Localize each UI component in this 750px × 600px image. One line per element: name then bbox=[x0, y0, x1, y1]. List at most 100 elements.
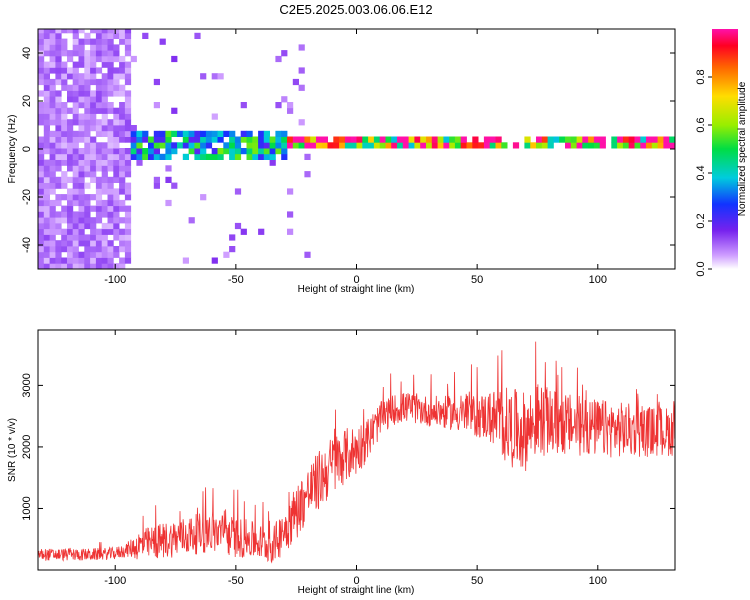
spectrogram-cell bbox=[84, 119, 91, 126]
spectrogram-cell bbox=[67, 251, 74, 258]
spectrogram-cell bbox=[124, 171, 132, 178]
spectrogram-cell bbox=[43, 217, 50, 224]
spectrogram-cell bbox=[78, 50, 85, 57]
spectrogram-cell bbox=[95, 125, 103, 132]
spectrogram-cell bbox=[38, 44, 45, 51]
spectrogram-cell bbox=[95, 102, 103, 109]
spectrogram-cell bbox=[38, 171, 45, 178]
spectrogram-cell bbox=[38, 67, 45, 74]
spectrogram-cell bbox=[617, 136, 624, 143]
spectrogram-cell bbox=[646, 142, 653, 149]
spectrogram-cell bbox=[113, 55, 120, 63]
spectrogram-cell bbox=[78, 251, 85, 258]
spectrogram-cell bbox=[72, 194, 79, 201]
spectrogram-cell bbox=[101, 228, 108, 235]
spectrogram-cell bbox=[38, 32, 45, 39]
spectrogram-cell bbox=[95, 217, 103, 224]
spectrogram-cell bbox=[437, 142, 444, 149]
spectrogram-cell bbox=[113, 73, 120, 80]
spectrogram-cell bbox=[229, 234, 236, 241]
spectrogram-cell bbox=[130, 130, 137, 137]
spectrogram-cell bbox=[38, 159, 45, 166]
spectrogram-cell bbox=[113, 153, 120, 160]
spectrogram-cell bbox=[414, 136, 421, 143]
spectrogram-cell bbox=[95, 67, 103, 74]
spectrogram-cell bbox=[101, 119, 108, 126]
spectrogram-cell bbox=[565, 136, 572, 143]
spectrogram-cell bbox=[200, 153, 207, 160]
spectrogram-cell bbox=[119, 136, 126, 143]
spectrogram-xtick-label: 100 bbox=[589, 274, 607, 286]
spectrogram-cell bbox=[38, 257, 45, 264]
spectrogram-cell bbox=[107, 148, 114, 155]
spectrogram-cell bbox=[43, 90, 50, 97]
spectrogram-cell bbox=[194, 136, 201, 143]
spectrogram-cell bbox=[107, 217, 114, 224]
spectrogram-cell bbox=[90, 240, 97, 247]
spectrogram-cell bbox=[188, 142, 195, 149]
spectrogram-cell bbox=[229, 153, 236, 160]
spectrogram-cell bbox=[113, 90, 120, 97]
spectrogram-cell bbox=[119, 67, 126, 74]
spectrogram-cell bbox=[188, 136, 195, 143]
spectrogram-cell bbox=[61, 113, 68, 120]
spectrogram-cell bbox=[49, 182, 56, 189]
spectrogram-cell bbox=[67, 136, 74, 143]
spectrogram-cell bbox=[217, 153, 224, 160]
spectrogram-cell bbox=[200, 142, 207, 149]
spectrogram-cell bbox=[72, 211, 79, 218]
spectrogram-cell bbox=[43, 61, 50, 68]
spectrogram-cell bbox=[55, 211, 62, 218]
spectrogram-cell bbox=[78, 130, 85, 137]
spectrogram-cell bbox=[113, 199, 120, 207]
spectrogram-cell bbox=[177, 130, 184, 137]
spectrogram-cell bbox=[101, 199, 108, 207]
spectrogram-cell bbox=[61, 125, 68, 132]
spectrogram-cell bbox=[304, 153, 311, 160]
spectrogram-cell bbox=[72, 29, 79, 34]
spectrogram-cell bbox=[49, 44, 56, 51]
spectrogram-cell bbox=[200, 148, 207, 155]
spectrogram-cell bbox=[124, 29, 132, 34]
snr-ytick-label: 1000 bbox=[21, 496, 33, 520]
spectrogram-cell bbox=[593, 136, 601, 143]
spectrogram-cell bbox=[130, 55, 137, 63]
spectrogram-cell bbox=[90, 217, 97, 224]
spectrogram-cell bbox=[223, 148, 230, 155]
spectrogram-cell bbox=[142, 136, 149, 143]
spectrogram-cell bbox=[67, 96, 74, 103]
spectrogram-cell bbox=[646, 136, 653, 143]
spectrogram-cell bbox=[101, 78, 108, 86]
spectrogram-cell bbox=[119, 29, 126, 34]
spectrogram-cell bbox=[119, 84, 126, 91]
spectrogram-cell bbox=[55, 148, 62, 155]
spectrogram-cell bbox=[281, 130, 288, 137]
spectrogram-cell bbox=[55, 176, 62, 183]
spectrogram-cell bbox=[165, 176, 172, 183]
spectrogram-cell bbox=[43, 113, 50, 120]
spectrogram-cell bbox=[107, 246, 114, 253]
spectrogram-cell bbox=[316, 136, 323, 143]
spectrogram-cell bbox=[570, 136, 577, 143]
spectrogram-cell bbox=[124, 61, 132, 68]
spectrogram-cell bbox=[101, 125, 108, 132]
spectrogram-cell bbox=[263, 136, 270, 143]
spectrogram-cell bbox=[49, 61, 56, 68]
spectrogram-cell bbox=[90, 136, 97, 143]
spectrogram-cell bbox=[101, 32, 108, 39]
spectrogram-cell bbox=[95, 228, 103, 235]
spectrogram-cell bbox=[55, 96, 62, 103]
spectrogram-cell bbox=[38, 205, 45, 212]
spectrogram-cell bbox=[611, 142, 618, 149]
spectrogram-cell bbox=[84, 136, 91, 143]
spectrogram-cell bbox=[95, 234, 103, 241]
spectrogram-cell bbox=[148, 142, 155, 149]
spectrogram-cell bbox=[49, 67, 56, 74]
spectrogram-cell bbox=[78, 159, 85, 166]
spectrogram-cell bbox=[240, 130, 247, 137]
spectrogram-cell bbox=[101, 182, 108, 189]
spectrogram-cell bbox=[119, 73, 126, 80]
spectrogram-cell bbox=[84, 90, 91, 97]
spectrogram-cell bbox=[84, 234, 91, 241]
spectrogram-cell bbox=[78, 125, 85, 132]
